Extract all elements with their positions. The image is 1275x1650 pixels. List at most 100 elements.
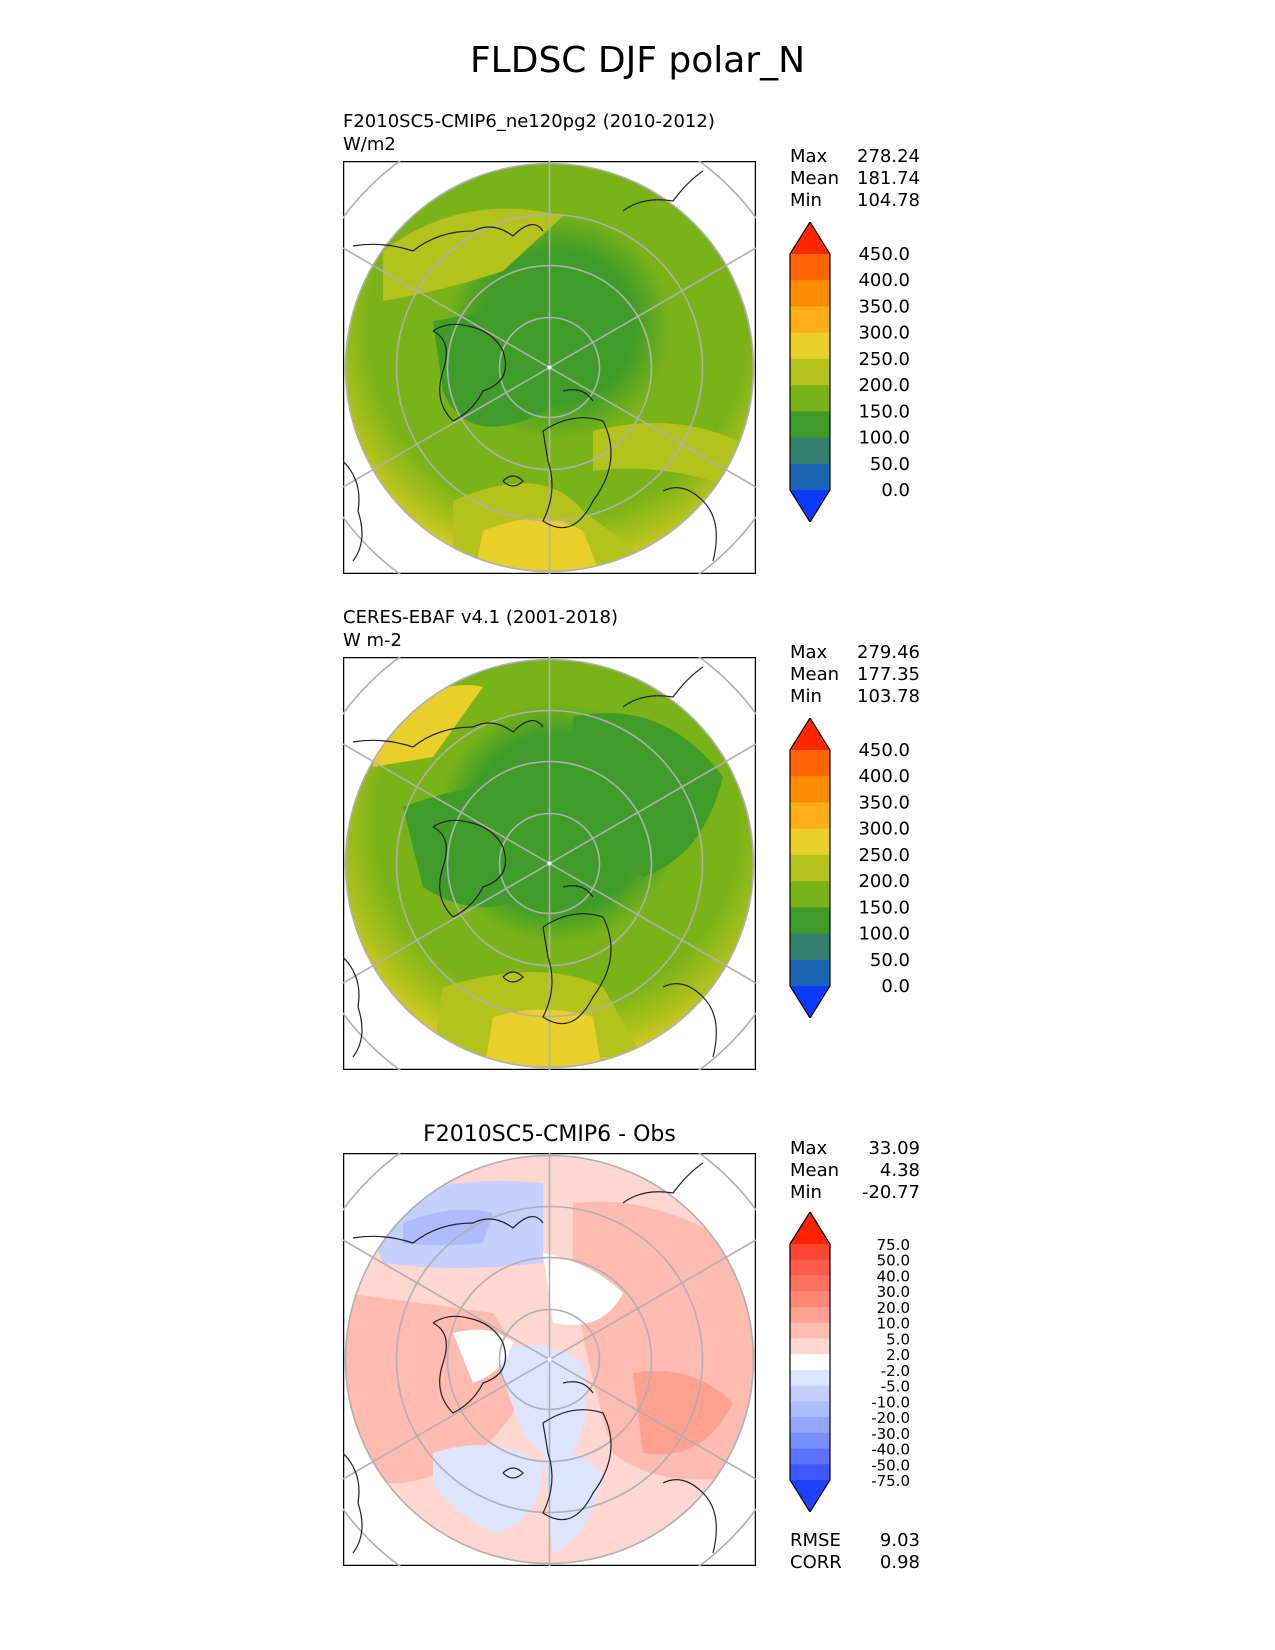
field-colorbar2-tick-label: 150.0: [858, 897, 910, 918]
diff-colorbar-segment: [790, 1244, 830, 1261]
field-colorbar2-segment: [790, 802, 830, 830]
field-colorbar2-tick-label: 50.0: [870, 950, 910, 971]
field-colorbar2-tick-label: 200.0: [858, 871, 910, 892]
panel3-stat-label-min: Min: [790, 1182, 822, 1203]
field-colorbar2-segment: [790, 828, 830, 856]
diff-colorbar-tick-label: -5.0: [881, 1378, 910, 1396]
panel3-metric-label-rmse: RMSE: [790, 1530, 841, 1551]
field-colorbar1-segment: [790, 332, 830, 360]
diff-colorbar-tick-label: -50.0: [871, 1456, 910, 1474]
panel2-units-line: W m-2: [343, 630, 403, 651]
diff-colorbar-tick-label: -75.0: [871, 1472, 910, 1490]
field-colorbar1-segment: [790, 222, 830, 254]
diff-colorbar-tick-label: 10.0: [877, 1315, 910, 1333]
field-colorbar1-tick-label: 0.0: [881, 480, 910, 501]
diff-colorbar-tick-label: -20.0: [871, 1409, 910, 1427]
diff-colorbar-tick-label: 2.0: [886, 1346, 910, 1364]
panel1-case-line: F2010SC5-CMIP6_ne120pg2 (2010-2012): [343, 111, 715, 132]
diff-colorbar-segment: [790, 1212, 830, 1244]
panel3-coastlines: [343, 1162, 717, 1554]
panel1-coastlines: [343, 170, 717, 562]
field-colorbar1-segment: [790, 254, 830, 281]
panel2-stat-value-mean: 177.35: [857, 664, 920, 685]
diff-colorbar-segment: [790, 1275, 830, 1292]
diff-colorbar-tick-label: 20.0: [877, 1299, 910, 1317]
figure-title: FLDSC DJF polar_N: [469, 40, 806, 81]
field-colorbar2-segment: [790, 959, 830, 987]
panel2-stat-label-max: Max: [790, 642, 828, 663]
field-colorbar2-segment: [790, 750, 830, 777]
field-colorbar1-tick-label: 200.0: [858, 375, 910, 396]
field-colorbar2-segment: [790, 986, 830, 1018]
diff-colorbar-outline: [789, 1212, 831, 1512]
panel3-metric-value-corr: 0.98: [879, 1552, 920, 1573]
field-colorbar1-tick-label: 50.0: [870, 454, 910, 475]
field-colorbar1-tick-label: 350.0: [858, 296, 910, 317]
panel3-title: F2010SC5-CMIP6 - Obs: [423, 1122, 676, 1147]
panel2-coastlines: [343, 666, 717, 1058]
field-colorbar1-tick-label: 150.0: [858, 401, 910, 422]
diff-colorbar-segment: [790, 1259, 830, 1276]
field-colorbar2-segment: [790, 933, 830, 961]
diff-colorbar-segment: [790, 1306, 830, 1324]
panel2-stat-label-min: Min: [790, 686, 822, 707]
panel2-stat-label-mean: Mean: [790, 664, 840, 685]
field-colorbar1-tick-label: 300.0: [858, 323, 910, 344]
panel2-case-line: CERES-EBAF v4.1 (2001-2018): [343, 607, 619, 628]
field-colorbar2-segment: [790, 907, 830, 935]
diff-colorbar-tick-label: -40.0: [871, 1441, 910, 1459]
panel2-polar-map: [343, 657, 756, 1070]
diff-colorbar-tick-label: -10.0: [871, 1393, 910, 1411]
field-colorbar2-tick-label: 300.0: [858, 819, 910, 840]
field-colorbar1-tick-label: 100.0: [858, 428, 910, 449]
diff-colorbar-tick-label: -30.0: [871, 1425, 910, 1443]
field-colorbar1-segment: [790, 411, 830, 439]
diff-colorbar-segment: [790, 1338, 830, 1355]
panel3-metric-label-corr: CORR: [790, 1552, 842, 1573]
panel3-stats: Max 33.09 Mean 4.38 Min -20.77: [790, 1138, 920, 1204]
diff-colorbar-segment: [790, 1464, 830, 1481]
diff-colorbar-segment: [790, 1354, 830, 1371]
field-colorbar1-tick-label: 450.0: [858, 244, 910, 265]
panel2-stat-value-min: 103.78: [857, 686, 920, 707]
diff-colorbar-tick-label: -2.0: [881, 1362, 910, 1380]
field-colorbar2-tick-label: 400.0: [858, 766, 910, 787]
diff-colorbar-segment: [790, 1385, 830, 1402]
diff-colorbar-segment: [790, 1322, 830, 1339]
diff-colorbar-tick-label: 5.0: [886, 1330, 910, 1348]
field-colorbar2-tick-label: 100.0: [858, 924, 910, 945]
panel3-polar-map: [343, 1153, 756, 1566]
field-colorbar1-tick-label: 400.0: [858, 270, 910, 291]
panel1-stat-value-mean: 181.74: [857, 168, 920, 189]
field-colorbar2-tick-label: 0.0: [881, 976, 910, 997]
panel3-stat-value-max: 33.09: [868, 1138, 920, 1159]
diff-colorbar-segment: [790, 1417, 830, 1434]
field-colorbar2-tick-label: 450.0: [858, 740, 910, 761]
panel1-stat-label-max: Max: [790, 146, 828, 167]
panel1-polar-map: [343, 161, 756, 574]
panel1-stats: Max 278.24 Mean 181.74 Min 104.78: [790, 146, 920, 212]
diff-colorbar-segment: [790, 1480, 830, 1512]
diff-colorbar-tick-label: 30.0: [877, 1283, 910, 1301]
panel3-metric-value-rmse: 9.03: [879, 1530, 920, 1551]
field-colorbar1-segment: [790, 490, 830, 522]
panel1-colorbar: 450.0 400.0 350.0 300.0 250.0 200.0 150.0 100.0…: [789, 222, 910, 522]
field-colorbar2-segment: [790, 881, 830, 908]
field-colorbar2-tick-label: 250.0: [858, 845, 910, 866]
diff-colorbar-tick-label: 40.0: [877, 1267, 910, 1285]
field-colorbar2-outline: [789, 718, 831, 1018]
field-colorbar1-segment: [790, 358, 830, 386]
panel1-stat-label-mean: Mean: [790, 168, 840, 189]
panel1-stat-value-min: 104.78: [857, 190, 920, 211]
diff-colorbar-tick-label: 50.0: [877, 1252, 910, 1270]
field-colorbar1-segment: [790, 306, 830, 334]
field-colorbar1-outline: [789, 222, 831, 522]
panel2-stats: Max 279.46 Mean 177.35 Min 103.78: [790, 642, 920, 708]
diff-colorbar-segment: [790, 1448, 830, 1465]
panel3-stat-label-max: Max: [790, 1138, 828, 1159]
panel3-stat-value-min: -20.77: [861, 1182, 920, 1203]
field-colorbar2-segment: [790, 776, 830, 803]
panel2-stat-value-max: 279.46: [857, 642, 920, 663]
diff-colorbar-segment: [790, 1401, 830, 1418]
field-colorbar1-segment: [790, 385, 830, 412]
